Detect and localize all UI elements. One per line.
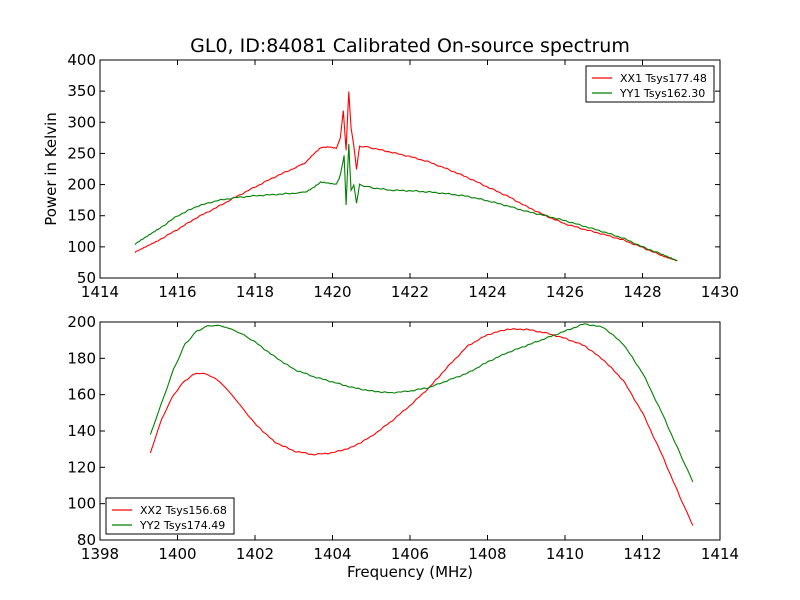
- legend-entry: XX1 Tsys177.48: [620, 72, 707, 85]
- y-tick-label: 120: [67, 458, 96, 476]
- legend-box: [105, 497, 235, 535]
- y-tick-label: 140: [67, 422, 96, 440]
- series-line-2: [134, 143, 678, 262]
- y-tick-label: 200: [67, 176, 96, 194]
- y-tick-label: 160: [67, 386, 96, 404]
- x-tick-label: 1420: [313, 283, 351, 301]
- y-tick-label: 100: [67, 238, 96, 256]
- x-tick-label: 1400: [158, 545, 196, 563]
- legend: XX2 Tsys156.68 YY2 Tsys174.49: [105, 497, 235, 535]
- x-tick-label: 1404: [313, 545, 351, 563]
- x-tick-label: 1412: [623, 545, 661, 563]
- y-tick-label: 250: [67, 144, 96, 162]
- legend-entry: YY1 Tsys162.30: [619, 87, 705, 100]
- legend-entry: YY2 Tsys174.49: [139, 519, 225, 532]
- x-tick-label: 1414: [701, 545, 739, 563]
- legend-box: [585, 65, 715, 103]
- y-tick-label: 150: [67, 207, 96, 225]
- series-line-1: [149, 328, 694, 526]
- x-tick-label: 1414: [81, 283, 119, 301]
- y-tick-label: 300: [67, 113, 96, 131]
- series-line-1: [134, 91, 678, 262]
- x-tick-label: 1422: [391, 283, 429, 301]
- x-tick-label: 1416: [158, 283, 196, 301]
- series-line-2: [149, 323, 694, 483]
- y-tick-label: 50: [77, 269, 96, 287]
- x-tick-label: 1406: [391, 545, 429, 563]
- x-tick-label: 1424: [468, 283, 506, 301]
- x-axis-label: Frequency (MHz): [347, 563, 473, 581]
- legend: XX1 Tsys177.48 YY1 Tsys162.30: [585, 65, 715, 103]
- y-tick-label: 400: [67, 51, 96, 69]
- x-tick-label: 1426: [546, 283, 584, 301]
- x-tick-label: 1398: [81, 545, 119, 563]
- y-tick-label: 200: [67, 313, 96, 331]
- x-tick-label: 1430: [701, 283, 739, 301]
- y-axis-label: Power in Kelvin: [42, 112, 60, 226]
- y-tick-label: 350: [67, 82, 96, 100]
- bottom-subplot: 1398 1400 1402 1404 1406 1408 1410 1412 1414 80 10…: [67, 313, 739, 581]
- legend-entry: XX2 Tsys156.68: [140, 504, 227, 517]
- chart-title: GL0, ID:84081 Calibrated On-source spect…: [190, 35, 630, 57]
- x-tick-label: 1418: [236, 283, 274, 301]
- y-tick-label: 80: [77, 531, 96, 549]
- y-tick-label: 100: [67, 495, 96, 513]
- top-subplot: 1414 1416 1418 1420 1422 1424 1426 1428 1430 50 10…: [42, 51, 739, 301]
- x-tick-label: 1410: [546, 545, 584, 563]
- x-tick-label: 1402: [236, 545, 274, 563]
- x-tick-label: 1428: [623, 283, 661, 301]
- x-tick-label: 1408: [468, 545, 506, 563]
- y-tick-label: 180: [67, 349, 96, 367]
